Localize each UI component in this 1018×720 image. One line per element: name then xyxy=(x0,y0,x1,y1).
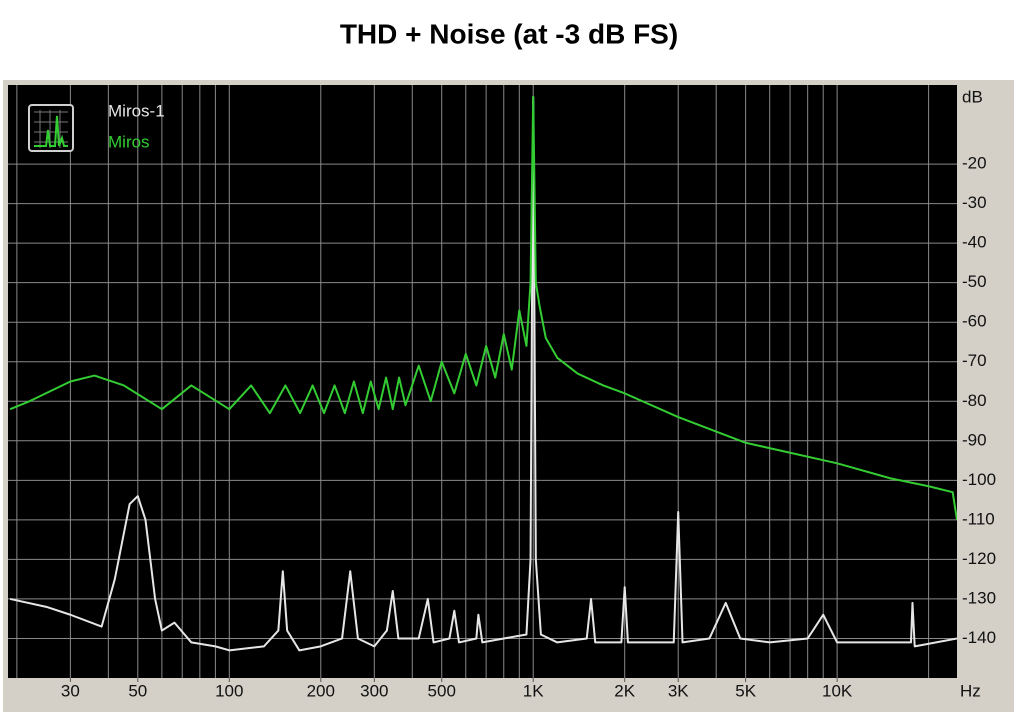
y-tick-label: -140 xyxy=(962,628,996,647)
y-tick-label: -40 xyxy=(962,233,987,252)
y-tick-label: -110 xyxy=(962,509,995,528)
y-tick-label: -70 xyxy=(962,351,987,370)
chart-title: THD + Noise (at -3 dB FS) xyxy=(340,18,678,49)
x-unit: Hz xyxy=(960,681,981,700)
x-tick-label: 30 xyxy=(61,681,80,700)
y-tick-label: -100 xyxy=(962,470,996,489)
icon-grid xyxy=(34,110,68,148)
x-tick-label: 10K xyxy=(822,681,853,700)
grid xyxy=(8,85,957,678)
y-tick-label: -30 xyxy=(962,193,987,212)
legend-icon xyxy=(28,104,74,152)
lines xyxy=(9,95,957,652)
plot-area xyxy=(8,85,957,678)
x-tick-label: 300 xyxy=(360,681,388,700)
x-tick-label: 1K xyxy=(523,681,544,700)
y-unit: dB xyxy=(962,87,983,106)
x-tick-label: 200 xyxy=(307,681,335,700)
series-line xyxy=(9,95,957,652)
x-tick-label: 5K xyxy=(735,681,756,700)
y-tick-label: -130 xyxy=(962,588,996,607)
x-tick-label: 2K xyxy=(614,681,635,700)
legend-label: Miros xyxy=(108,132,150,151)
x-tick-label: 3K xyxy=(668,681,689,700)
x-tick-label: 500 xyxy=(428,681,456,700)
y-tick-label: -60 xyxy=(962,312,987,331)
x-tick-label: 100 xyxy=(215,681,243,700)
legend-label: Miros-1 xyxy=(108,101,165,120)
series-line xyxy=(9,95,957,521)
y-tick-label: -20 xyxy=(962,154,987,173)
y-tick-label: -50 xyxy=(962,272,987,291)
y-tick-label: -90 xyxy=(962,430,987,449)
icon-trace xyxy=(34,115,68,147)
y-tick-label: -120 xyxy=(962,549,996,568)
x-tick-label: 50 xyxy=(128,681,147,700)
y-tick-label: -80 xyxy=(962,391,987,410)
